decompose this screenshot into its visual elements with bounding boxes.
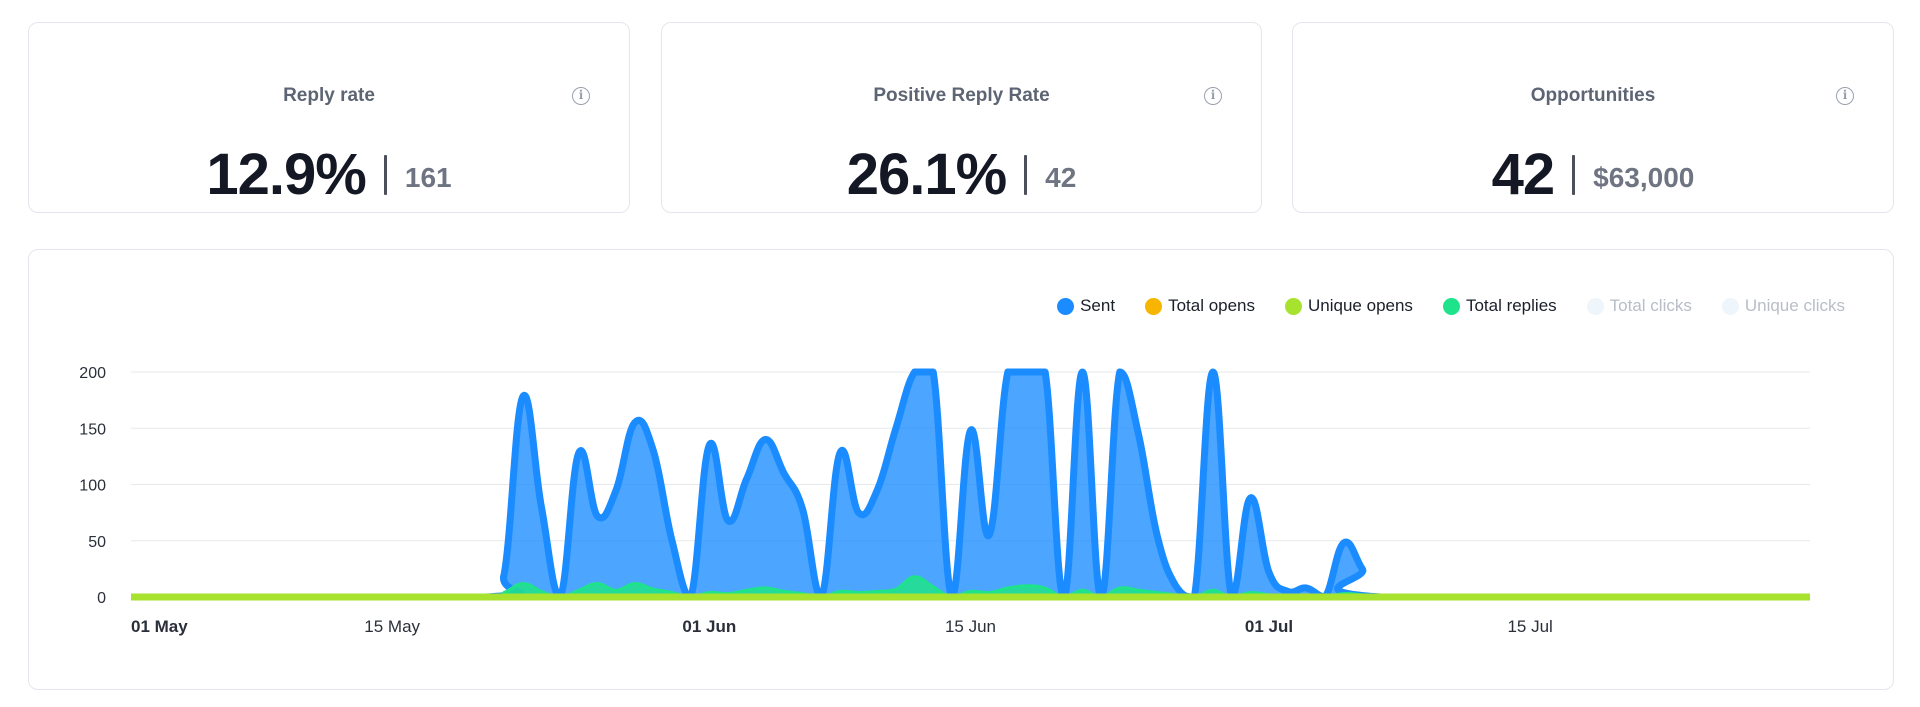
x-tick-label: 01 Jun: [682, 617, 736, 636]
series-area-sent: [131, 372, 1810, 597]
stat-secondary: $63,000: [1593, 161, 1695, 193]
x-tick-label: 15 Jun: [945, 617, 996, 636]
y-tick-label: 200: [79, 365, 106, 382]
stat-title: Reply rate: [283, 85, 375, 106]
info-icon[interactable]: i: [572, 87, 590, 105]
legend-label: Unique clicks: [1744, 296, 1845, 315]
legend-item-total-opens[interactable]: Total opens: [1145, 296, 1255, 316]
legend-dot: [1586, 297, 1604, 315]
legend-dot: [1285, 297, 1303, 315]
reply-rate-card: Reply rate i 12.9% 161: [28, 22, 630, 213]
x-tick-label: 01 Jul: [1245, 617, 1293, 636]
legend-dot: [1145, 297, 1163, 315]
legend-item-unique-clicks[interactable]: Unique clicks: [1721, 296, 1845, 316]
stat-row: 26.1% 42: [662, 141, 1261, 208]
legend-label: Unique opens: [1308, 296, 1413, 315]
chart-legend: Sent Total opens Unique opens Total repl…: [1057, 296, 1845, 316]
legend-dot: [1057, 297, 1075, 315]
legend-label: Sent: [1080, 296, 1116, 315]
stat-divider: [1572, 154, 1576, 195]
stat-divider: [1024, 154, 1028, 195]
stat-secondary: 161: [404, 161, 452, 193]
series-area-total-replies: [131, 576, 1810, 597]
legend-label: Total clicks: [1609, 296, 1692, 315]
legend-label: Total opens: [1168, 296, 1256, 315]
stat-secondary: 42: [1045, 161, 1077, 193]
y-tick-label: 0: [97, 590, 106, 607]
legend-item-unique-opens[interactable]: Unique opens: [1285, 296, 1413, 316]
stat-value: 42: [1491, 142, 1556, 207]
legend-dot: [1442, 297, 1460, 315]
stat-title: Opportunities: [1530, 85, 1656, 106]
stat-row: 12.9% 161: [29, 141, 629, 208]
info-icon[interactable]: i: [1204, 87, 1222, 105]
legend-item-sent[interactable]: Sent: [1057, 296, 1115, 316]
legend-item-total-clicks[interactable]: Total clicks: [1586, 296, 1692, 316]
y-tick-label: 150: [79, 421, 106, 438]
series-line-sent: [130, 368, 1810, 601]
x-tick-label: 15 May: [364, 617, 420, 636]
x-tick-label: 15 Jul: [1507, 617, 1552, 636]
stat-row: 42 $63,000: [1293, 141, 1893, 208]
legend-dot: [1721, 297, 1739, 315]
y-tick-label: 100: [79, 478, 106, 495]
chart-card: [28, 249, 1894, 690]
stat-value: 12.9%: [206, 142, 366, 207]
info-icon[interactable]: i: [1836, 87, 1854, 105]
stat-value: 26.1%: [846, 142, 1007, 207]
legend-item-total-replies[interactable]: Total replies: [1442, 296, 1557, 316]
opportunities-card: Opportunities i 42 $63,000: [1292, 22, 1894, 213]
x-tick-label: 01 May: [131, 617, 188, 636]
positive-reply-rate-card: Positive Reply Rate i 26.1% 42: [661, 22, 1262, 213]
stat-divider: [383, 154, 387, 195]
stat-title: Positive Reply Rate: [873, 85, 1050, 106]
legend-label: Total replies: [1465, 296, 1557, 315]
y-tick-label: 50: [88, 534, 106, 551]
